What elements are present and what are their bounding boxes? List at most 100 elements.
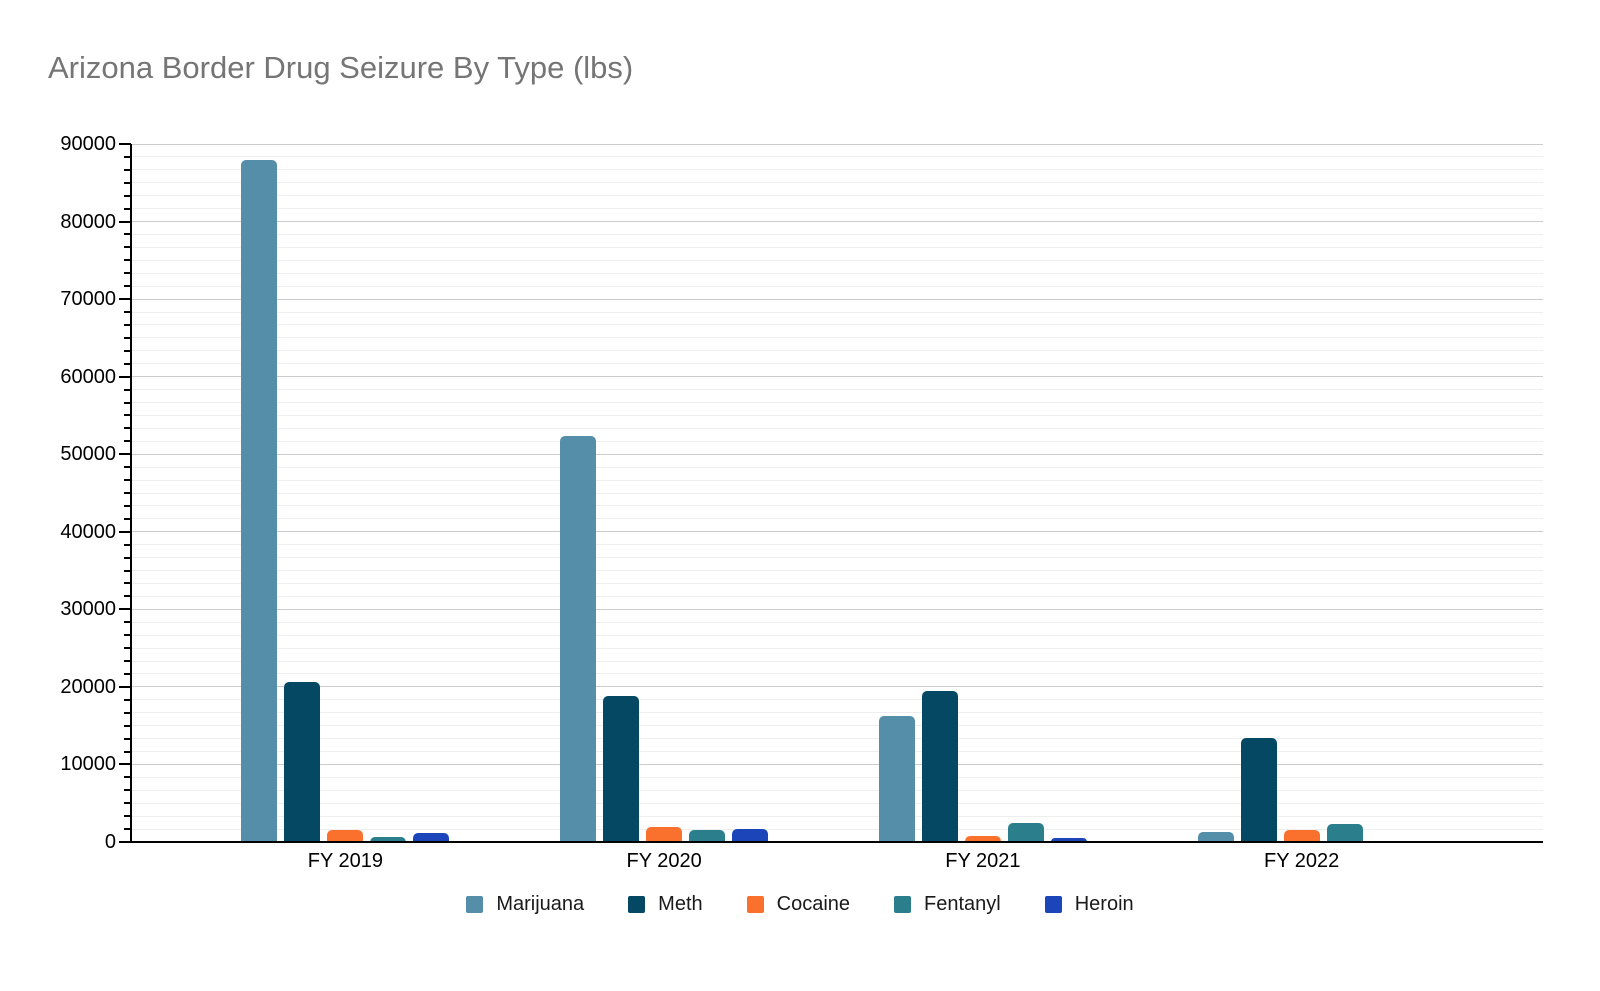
y-major-tick (119, 298, 131, 301)
legend-item-fentanyl[interactable]: Fentanyl (894, 893, 1001, 916)
minor-gridline (130, 208, 1543, 210)
bar-cocaine-fy-2022[interactable] (1283, 830, 1320, 842)
y-major-tick (119, 841, 131, 843)
y-tick-label: 40000 (60, 520, 116, 543)
y-minor-tick (124, 259, 131, 262)
legend-item-marijuana[interactable]: Marijuana (466, 893, 584, 916)
y-tick-label: 0 (104, 831, 116, 853)
minor-gridline (130, 427, 1543, 429)
bar-meth-fy-2019[interactable] (284, 681, 321, 842)
major-gridline (130, 686, 1543, 688)
minor-gridline (130, 272, 1543, 274)
minor-gridline (130, 544, 1543, 546)
y-minor-tick (124, 556, 131, 559)
chart-title: Arizona Border Drug Seizure By Type (lbs… (48, 50, 634, 85)
y-minor-tick (124, 155, 131, 158)
y-minor-tick (124, 246, 131, 249)
y-minor-tick (124, 362, 131, 365)
bar-fentanyl-fy-2020[interactable] (689, 829, 726, 842)
bar-meth-fy-2020[interactable] (603, 696, 640, 842)
legend-item-heroin[interactable]: Heroin (1044, 893, 1134, 916)
bar-heroin-fy-2019[interactable] (413, 832, 450, 842)
minor-gridline (130, 363, 1543, 365)
bar-heroin-fy-2021[interactable] (1050, 838, 1087, 842)
y-minor-tick (124, 492, 131, 494)
y-major-tick (119, 685, 131, 688)
minor-gridline (130, 402, 1543, 404)
y-tick-label: 60000 (60, 365, 116, 388)
x-axis-label: FY 2022 (1264, 850, 1340, 872)
minor-gridline (130, 324, 1543, 326)
y-minor-tick (124, 776, 131, 779)
y-minor-tick (124, 336, 131, 339)
minor-gridline (130, 582, 1543, 584)
y-minor-tick (124, 724, 131, 727)
minor-gridline (130, 182, 1543, 184)
minor-gridline (130, 738, 1543, 740)
y-minor-tick (124, 323, 131, 326)
bar-fentanyl-fy-2021[interactable] (1007, 822, 1044, 842)
bar-marijuana-fy-2019[interactable] (241, 159, 278, 842)
y-minor-tick (124, 517, 131, 520)
minor-gridline (130, 440, 1543, 442)
minor-gridline (130, 712, 1543, 714)
y-minor-tick (124, 802, 131, 805)
y-minor-tick (124, 660, 131, 663)
x-axis-labels: FY 2019 FY 2020 FY 2021 FY 2022 (130, 850, 1543, 873)
bar-meth-fy-2021[interactable] (921, 690, 958, 842)
minor-gridline (130, 195, 1543, 197)
legend-item-cocaine[interactable]: Cocaine (746, 893, 851, 916)
y-minor-tick (124, 285, 131, 288)
legend-item-meth[interactable]: Meth (628, 893, 703, 916)
legend-label: Meth (658, 893, 703, 915)
minor-gridline (130, 557, 1543, 559)
bar-marijuana-fy-2021[interactable] (878, 715, 915, 842)
y-minor-tick (124, 750, 131, 753)
legend-label: Heroin (1074, 893, 1134, 915)
major-gridline (130, 531, 1543, 533)
minor-gridline (130, 285, 1543, 287)
x-axis-line (130, 841, 1543, 843)
major-gridline (130, 376, 1543, 378)
bar-cocaine-fy-2019[interactable] (327, 830, 364, 842)
minor-gridline (130, 647, 1543, 649)
minor-gridline (130, 311, 1543, 313)
y-minor-tick (124, 427, 131, 430)
bar-marijuana-fy-2020[interactable] (560, 436, 597, 842)
major-gridline (130, 298, 1543, 300)
bars-layer (130, 144, 1543, 842)
minor-gridline (130, 479, 1543, 481)
y-minor-tick (124, 388, 131, 391)
y-tick-label: 90000 (60, 133, 116, 155)
legend-label: Cocaine (776, 893, 851, 915)
bar-meth-fy-2022[interactable] (1240, 738, 1277, 842)
major-gridline (130, 143, 1543, 145)
bar-cocaine-fy-2020[interactable] (646, 826, 683, 842)
legend-swatch-fentanyl (894, 896, 912, 913)
minor-gridline (130, 789, 1543, 791)
minor-gridline (130, 233, 1543, 235)
y-minor-tick (124, 828, 131, 831)
bar-cocaine-fy-2021[interactable] (964, 835, 1001, 842)
x-axis-label: FY 2019 (307, 850, 383, 872)
bar-fentanyl-fy-2022[interactable] (1326, 824, 1363, 842)
y-minor-tick (124, 479, 131, 482)
bar-marijuana-fy-2022[interactable] (1197, 831, 1234, 842)
major-gridline (130, 608, 1543, 610)
x-label-slot: FY 2020 (505, 850, 824, 873)
bar-fentanyl-fy-2019[interactable] (370, 836, 407, 842)
minor-gridline (130, 518, 1543, 520)
minor-gridline (130, 259, 1543, 261)
bar-heroin-fy-2020[interactable] (732, 828, 769, 842)
y-minor-tick (124, 634, 131, 637)
y-minor-tick (124, 440, 131, 443)
minor-gridline (130, 570, 1543, 572)
y-major-tick (119, 143, 131, 145)
minor-gridline (130, 492, 1543, 494)
y-minor-tick (124, 789, 131, 792)
legend-swatch-meth (628, 896, 646, 913)
y-minor-tick (124, 414, 131, 417)
y-minor-tick (124, 233, 131, 236)
y-minor-tick (124, 711, 131, 714)
